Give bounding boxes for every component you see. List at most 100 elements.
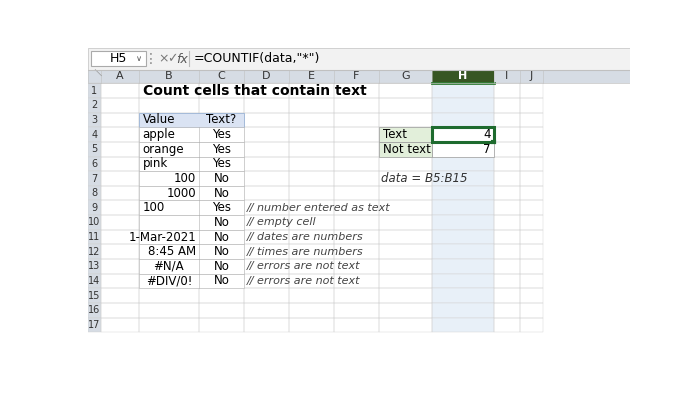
Text: orange: orange xyxy=(143,143,184,156)
Bar xyxy=(289,244,334,259)
Bar xyxy=(199,244,244,259)
Bar xyxy=(289,215,334,230)
Text: fx: fx xyxy=(176,53,188,66)
Text: E: E xyxy=(308,72,315,82)
Text: No: No xyxy=(214,172,230,185)
Bar xyxy=(379,200,432,215)
Bar xyxy=(199,318,244,332)
Text: I: I xyxy=(505,72,508,82)
Text: Value: Value xyxy=(143,114,175,126)
Bar xyxy=(334,171,379,186)
Bar xyxy=(102,113,139,127)
Text: No: No xyxy=(214,245,230,258)
Bar xyxy=(244,171,289,186)
Bar xyxy=(334,156,379,171)
Bar xyxy=(520,303,543,318)
Bar xyxy=(139,186,199,200)
Bar xyxy=(494,171,520,186)
Bar xyxy=(432,142,493,156)
Bar xyxy=(102,288,139,303)
Bar xyxy=(432,70,493,84)
Text: 2: 2 xyxy=(91,100,97,110)
Text: 16: 16 xyxy=(88,305,101,315)
Bar xyxy=(289,274,334,288)
Text: Not text: Not text xyxy=(383,143,430,156)
Bar xyxy=(379,98,432,113)
Bar xyxy=(520,84,543,98)
Text: H5: H5 xyxy=(110,52,127,65)
Bar xyxy=(244,186,289,200)
Text: No: No xyxy=(214,230,230,244)
Text: No: No xyxy=(214,216,230,229)
Bar xyxy=(199,171,244,186)
Text: // errors are not text: // errors are not text xyxy=(246,261,360,271)
Bar xyxy=(199,127,244,142)
Bar xyxy=(334,98,379,113)
Bar xyxy=(432,259,493,274)
Bar xyxy=(379,127,432,142)
Text: // errors are not text: // errors are not text xyxy=(246,276,360,286)
Bar xyxy=(199,303,244,318)
Bar xyxy=(379,274,432,288)
Bar xyxy=(520,142,543,156)
Text: No: No xyxy=(214,187,230,200)
Text: 3: 3 xyxy=(92,115,97,125)
Bar xyxy=(102,156,139,171)
Text: Yes: Yes xyxy=(212,143,231,156)
Bar xyxy=(379,156,432,171)
Bar xyxy=(139,186,244,200)
Bar xyxy=(88,70,630,84)
Text: A: A xyxy=(116,72,124,82)
Bar xyxy=(379,230,432,244)
Text: 17: 17 xyxy=(88,320,101,330)
Bar xyxy=(432,156,493,171)
Bar xyxy=(494,318,520,332)
Bar xyxy=(379,186,432,200)
Bar xyxy=(494,303,520,318)
Text: 1: 1 xyxy=(92,86,97,96)
Bar xyxy=(289,288,334,303)
Bar xyxy=(139,127,244,142)
Bar xyxy=(244,84,289,98)
Bar xyxy=(244,303,289,318)
Bar xyxy=(432,244,493,259)
Text: 8:45 AM: 8:45 AM xyxy=(148,245,196,258)
Text: Yes: Yes xyxy=(212,157,231,170)
Bar xyxy=(139,98,199,113)
Bar xyxy=(139,274,199,288)
Bar xyxy=(379,142,432,156)
Bar xyxy=(334,230,379,244)
Bar xyxy=(334,259,379,274)
Bar xyxy=(334,215,379,230)
Bar xyxy=(520,156,543,171)
Bar xyxy=(334,244,379,259)
Bar xyxy=(102,171,139,186)
Text: 4: 4 xyxy=(92,130,97,140)
Bar xyxy=(334,142,379,156)
Bar xyxy=(88,84,102,98)
Bar xyxy=(432,171,493,186)
Bar xyxy=(102,142,139,156)
Bar xyxy=(199,288,244,303)
Bar xyxy=(334,186,379,200)
Bar xyxy=(289,142,334,156)
Bar xyxy=(139,230,199,244)
Bar xyxy=(432,303,493,318)
Bar xyxy=(432,215,493,230)
Bar xyxy=(102,186,139,200)
Bar xyxy=(379,244,432,259)
Text: 1-Mar-2021: 1-Mar-2021 xyxy=(128,230,196,244)
Bar xyxy=(520,113,543,127)
Bar xyxy=(520,98,543,113)
Text: D: D xyxy=(262,72,271,82)
Bar xyxy=(199,215,244,230)
Text: apple: apple xyxy=(143,128,176,141)
Bar xyxy=(139,244,244,259)
Text: No: No xyxy=(214,260,230,273)
Text: 9: 9 xyxy=(92,203,97,213)
Bar xyxy=(334,303,379,318)
Bar xyxy=(432,186,493,200)
Text: C: C xyxy=(218,72,225,82)
Bar xyxy=(520,186,543,200)
Text: Yes: Yes xyxy=(212,128,231,141)
